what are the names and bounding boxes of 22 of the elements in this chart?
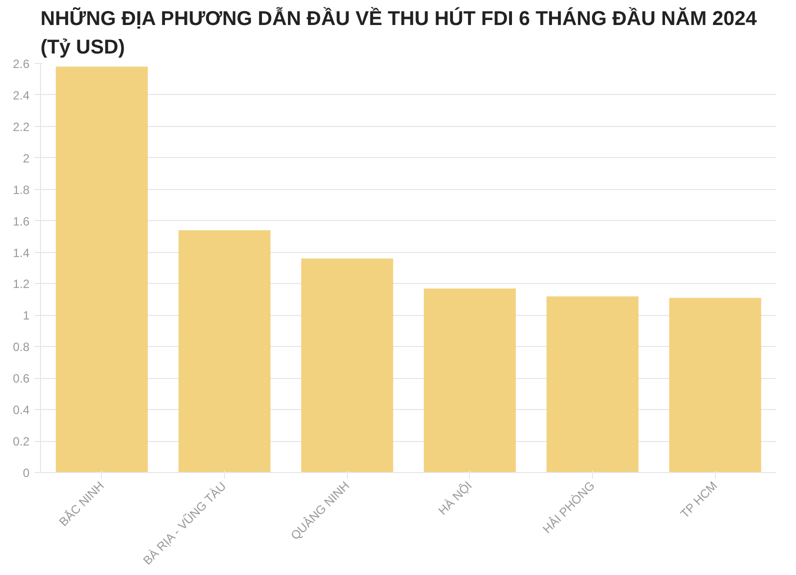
- y-tick-label: 1.8: [12, 182, 30, 197]
- y-tick-label: 0.2: [12, 434, 30, 449]
- chart-title: NHỮNG ĐỊA PHƯƠNG DẪN ĐẦU VỀ THU HÚT FDI 6 THÁNG ĐẦU NĂM 2024 (Tỷ USD): [40, 6, 758, 58]
- y-tick-label: 1.2: [12, 277, 30, 292]
- bar: [301, 258, 394, 472]
- y-tick-label: 2.4: [12, 88, 30, 102]
- y-tick-label: 2.6: [12, 57, 30, 71]
- bar: [424, 288, 516, 472]
- y-tick-label: 0: [22, 466, 30, 480]
- bar: [669, 298, 762, 472]
- bar: [546, 296, 638, 472]
- y-tick-label: 2.2: [12, 120, 30, 134]
- y-tick-label: 2: [22, 151, 30, 166]
- x-tick-label: HÀ NỘI: [436, 478, 475, 518]
- bar: [178, 230, 270, 472]
- y-tick-label: 1.4: [12, 246, 30, 260]
- y-tick-label: 1: [22, 308, 30, 323]
- bar: [56, 66, 148, 472]
- y-tick-label: 0.8: [12, 340, 30, 354]
- y-tick-label: 0.6: [12, 372, 30, 386]
- y-tick-label: 1.6: [12, 214, 30, 228]
- y-tick-label: 0.4: [12, 403, 30, 418]
